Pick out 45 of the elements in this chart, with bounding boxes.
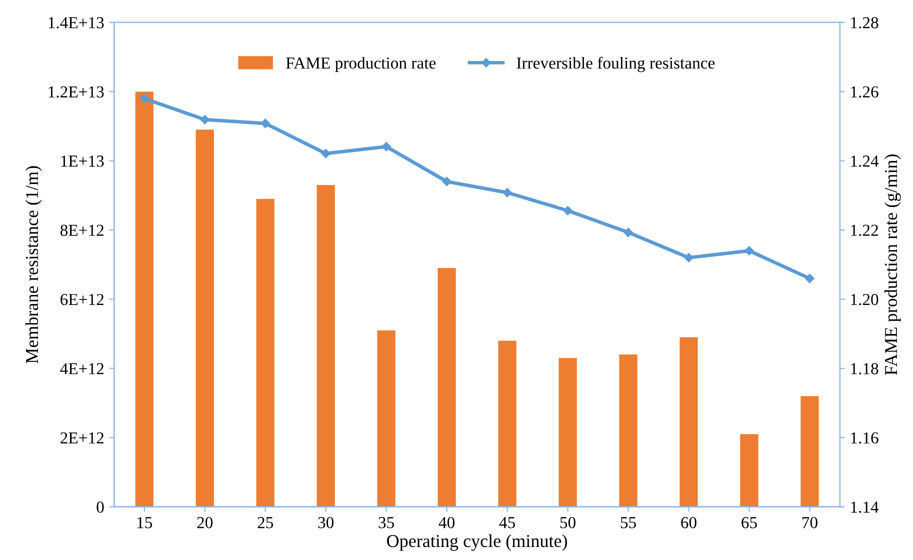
point [502,188,512,198]
x-tick-label: 50 [560,517,576,528]
y-tick-label: 4E+12 [60,363,104,374]
y-tick-label: 1.2E+13 [48,86,104,98]
y2-tick-label: 1.16 [851,432,878,444]
x-tick-label: 45 [499,517,515,528]
y-tick-label: 0 [96,502,104,513]
point [624,228,633,238]
x-tick-label: 40 [438,517,454,528]
legend-label: FAME production rate [286,56,436,72]
x-tick-label: 65 [742,517,757,528]
y-tick-label: 6E+12 [60,294,104,306]
point [260,118,270,128]
point [140,94,149,104]
x-axis-title: Operating cycle (minute) [387,534,567,551]
point [805,274,814,284]
y2-axis-title: FAME production rate (g/min) [884,154,901,375]
y-tick-label: 1E+13 [61,156,104,167]
point [442,176,452,186]
y2-tick-label: 1.22 [851,224,878,236]
y-axis-title: Membrane resistance (1/m) [25,166,42,364]
point [382,142,391,152]
y-tick-label: 1.4E+13 [48,17,104,28]
x-tick-label: 20 [197,517,213,528]
y2-tick-label: 1.24 [851,156,879,167]
y2-tick-label: 1.28 [851,17,878,28]
x-tick-label: 15 [138,517,152,528]
point [684,253,694,262]
x-tick-label: 60 [681,517,696,528]
y2-tick-label: 1.26 [851,86,878,98]
x-tick-label: 35 [378,517,394,528]
point [563,206,572,216]
point [200,115,210,124]
y2-tick-label: 1.20 [851,294,878,306]
x-tick-label: 55 [620,517,636,528]
legend-label: Irreversible fouling resistance [516,56,715,72]
y-tick-label: 8E+12 [60,224,104,236]
y-tick-label: 2E+12 [60,432,104,444]
x-tick-label: 70 [802,517,818,528]
y2-tick-label: 1.18 [851,363,878,374]
point [744,246,754,256]
x-tick-label: 30 [318,517,334,528]
point [321,148,330,158]
y2-tick-label: 1.14 [851,502,879,513]
x-tick-label: 25 [258,517,274,528]
